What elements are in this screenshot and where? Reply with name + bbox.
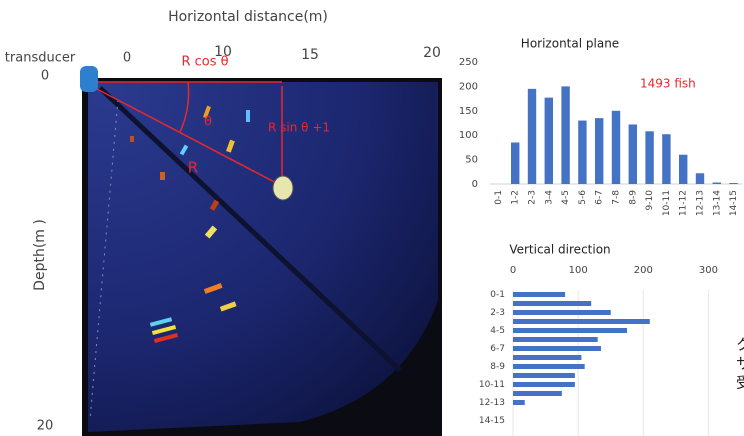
annotation: R cos θ (181, 55, 228, 70)
bar (561, 86, 569, 184)
bar (513, 373, 575, 378)
transducer-icon (80, 66, 98, 92)
bar (513, 319, 650, 324)
transducer-label: transducer (5, 51, 76, 66)
bar (513, 382, 575, 387)
x-tick-label: 4-5 (561, 190, 571, 205)
chart-title: Horizontal plane (521, 37, 619, 51)
bar (513, 337, 598, 342)
bar (513, 328, 627, 333)
x-tick-label: 0 (510, 265, 516, 276)
x-tick-label: 7-8 (612, 190, 622, 205)
y-tick-label: 150 (459, 106, 478, 117)
x-tick-label: 20 (423, 45, 441, 61)
annotation: R (188, 159, 198, 177)
x-tick-label: 0 (123, 51, 131, 66)
x-tick-label: 13-14 (712, 190, 722, 216)
annotation: 1493 fish (640, 77, 696, 91)
x-tick-label: 5-6 (578, 190, 588, 205)
x-tick-label: 6-7 (595, 190, 605, 205)
y-tick-label: 100 (459, 130, 478, 141)
x-tick-label: 200 (634, 265, 653, 276)
y-tick-label: 0 (472, 179, 478, 190)
x-tick-label: 14-15 (729, 190, 739, 216)
x-tick-label: 12-13 (696, 190, 706, 216)
side-text: ク (736, 336, 744, 354)
y-tick-label: 200 (459, 81, 478, 92)
bar (511, 143, 519, 184)
sonar-title: Horizontal distance(m) (168, 9, 328, 25)
annotation: R sin θ +1 (268, 121, 330, 135)
x-tick-label: 3-4 (544, 190, 554, 205)
y-tick-label: 0 (41, 69, 49, 84)
side-text: 受 (736, 374, 744, 392)
x-tick-label: 11-12 (679, 190, 689, 216)
x-tick-label: 1-2 (511, 190, 521, 205)
side-text: サ (736, 355, 744, 373)
y-tick-label: 50 (465, 155, 478, 166)
page: {"sonar": {"title": "Horizontal distance… (0, 0, 744, 436)
bar (513, 310, 611, 315)
y-tick-label: 0-1 (490, 290, 505, 300)
y-axis-label: Depth(m ) (32, 219, 48, 291)
x-tick-label: 8-9 (628, 190, 638, 205)
y-tick-label: 4-5 (490, 326, 505, 336)
bar (679, 155, 687, 184)
bar (629, 124, 637, 184)
x-tick-label: 15 (301, 47, 319, 63)
figure: Horizontal distance(m) transducer 0 10 1… (0, 0, 744, 436)
y-tick-label: 6-7 (490, 344, 505, 354)
bar (578, 121, 586, 184)
y-tick-label: 250 (459, 57, 478, 68)
annotation: θ (204, 115, 212, 130)
bar (513, 391, 562, 396)
bar (545, 98, 553, 184)
y-tick-label: 14-15 (479, 416, 505, 426)
bar (595, 118, 603, 184)
bar (612, 111, 620, 184)
bar (645, 131, 653, 184)
bar (713, 183, 721, 184)
y-tick-label: 2-3 (490, 308, 505, 318)
y-tick-label: 8-9 (490, 362, 505, 372)
bar (696, 173, 704, 184)
y-tick-label: 20 (37, 419, 54, 434)
x-tick-label: 300 (699, 265, 718, 276)
x-tick-label: 0-1 (494, 190, 504, 205)
target-fish (273, 176, 293, 200)
chart-title: Vertical direction (509, 243, 610, 257)
x-tick-label: 100 (569, 265, 588, 276)
bar (513, 400, 525, 405)
bar (513, 355, 581, 360)
bar (662, 134, 670, 184)
bar (528, 89, 536, 184)
bar (729, 183, 737, 184)
bar (513, 301, 591, 306)
x-tick-label: 10-11 (662, 190, 672, 216)
y-tick-label: 12-13 (479, 398, 505, 408)
x-tick-label: 2-3 (528, 190, 538, 205)
x-tick-label: 9-10 (645, 190, 655, 211)
y-tick-label: 10-11 (479, 380, 505, 390)
bar (513, 346, 601, 351)
bar (513, 292, 565, 297)
bar (513, 364, 585, 369)
